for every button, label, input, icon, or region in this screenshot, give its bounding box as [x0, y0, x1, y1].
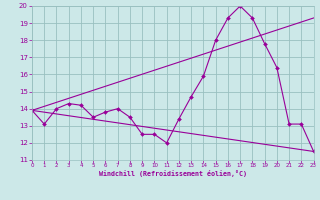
X-axis label: Windchill (Refroidissement éolien,°C): Windchill (Refroidissement éolien,°C)	[99, 170, 247, 177]
